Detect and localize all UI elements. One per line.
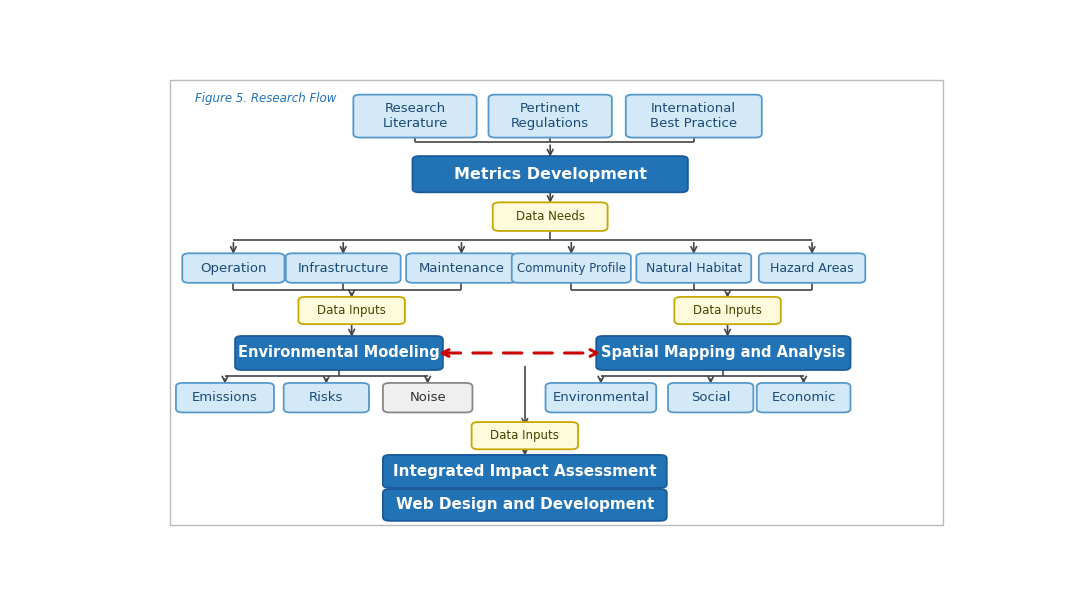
- FancyBboxPatch shape: [759, 253, 865, 283]
- FancyBboxPatch shape: [286, 253, 401, 283]
- FancyBboxPatch shape: [493, 202, 607, 231]
- FancyBboxPatch shape: [235, 336, 443, 370]
- Text: Data Needs: Data Needs: [516, 210, 584, 223]
- Text: Pertinent
Regulations: Pertinent Regulations: [511, 102, 590, 130]
- FancyBboxPatch shape: [412, 156, 688, 192]
- FancyBboxPatch shape: [407, 253, 517, 283]
- Text: Research
Literature: Research Literature: [383, 102, 448, 130]
- FancyBboxPatch shape: [170, 80, 943, 525]
- Text: Environmental: Environmental: [553, 391, 650, 404]
- Text: Data Inputs: Data Inputs: [317, 304, 386, 317]
- FancyBboxPatch shape: [668, 383, 753, 412]
- Text: Spatial Mapping and Analysis: Spatial Mapping and Analysis: [602, 346, 846, 361]
- FancyBboxPatch shape: [383, 489, 667, 521]
- Text: Figure 5. Research Flow: Figure 5. Research Flow: [195, 92, 337, 105]
- Text: Metrics Development: Metrics Development: [453, 167, 646, 181]
- Text: Operation: Operation: [201, 262, 267, 274]
- Text: Data Inputs: Data Inputs: [490, 429, 559, 442]
- Text: Emissions: Emissions: [192, 391, 258, 404]
- Text: Web Design and Development: Web Design and Development: [396, 497, 654, 512]
- FancyBboxPatch shape: [545, 383, 656, 412]
- FancyBboxPatch shape: [596, 336, 850, 370]
- FancyBboxPatch shape: [182, 253, 284, 283]
- FancyBboxPatch shape: [626, 95, 762, 137]
- Text: Community Profile: Community Profile: [517, 262, 626, 274]
- Text: Risks: Risks: [310, 391, 343, 404]
- Text: Noise: Noise: [410, 391, 446, 404]
- FancyBboxPatch shape: [383, 455, 667, 488]
- FancyBboxPatch shape: [511, 253, 631, 283]
- FancyBboxPatch shape: [383, 383, 472, 412]
- FancyBboxPatch shape: [472, 422, 578, 449]
- FancyBboxPatch shape: [175, 383, 274, 412]
- Text: Social: Social: [691, 391, 730, 404]
- Text: Integrated Impact Assessment: Integrated Impact Assessment: [393, 464, 656, 479]
- Text: Natural Habitat: Natural Habitat: [645, 262, 742, 274]
- FancyBboxPatch shape: [637, 253, 751, 283]
- FancyBboxPatch shape: [488, 95, 611, 137]
- Text: International
Best Practice: International Best Practice: [651, 102, 737, 130]
- Text: Environmental Modeling: Environmental Modeling: [238, 346, 440, 361]
- FancyBboxPatch shape: [756, 383, 850, 412]
- Text: Data Inputs: Data Inputs: [693, 304, 762, 317]
- Text: Economic: Economic: [772, 391, 836, 404]
- FancyBboxPatch shape: [299, 297, 404, 324]
- FancyBboxPatch shape: [353, 95, 476, 137]
- FancyBboxPatch shape: [675, 297, 780, 324]
- FancyBboxPatch shape: [283, 383, 370, 412]
- Text: Infrastructure: Infrastructure: [298, 262, 389, 274]
- Text: Hazard Areas: Hazard Areas: [771, 262, 853, 274]
- Text: Maintenance: Maintenance: [419, 262, 505, 274]
